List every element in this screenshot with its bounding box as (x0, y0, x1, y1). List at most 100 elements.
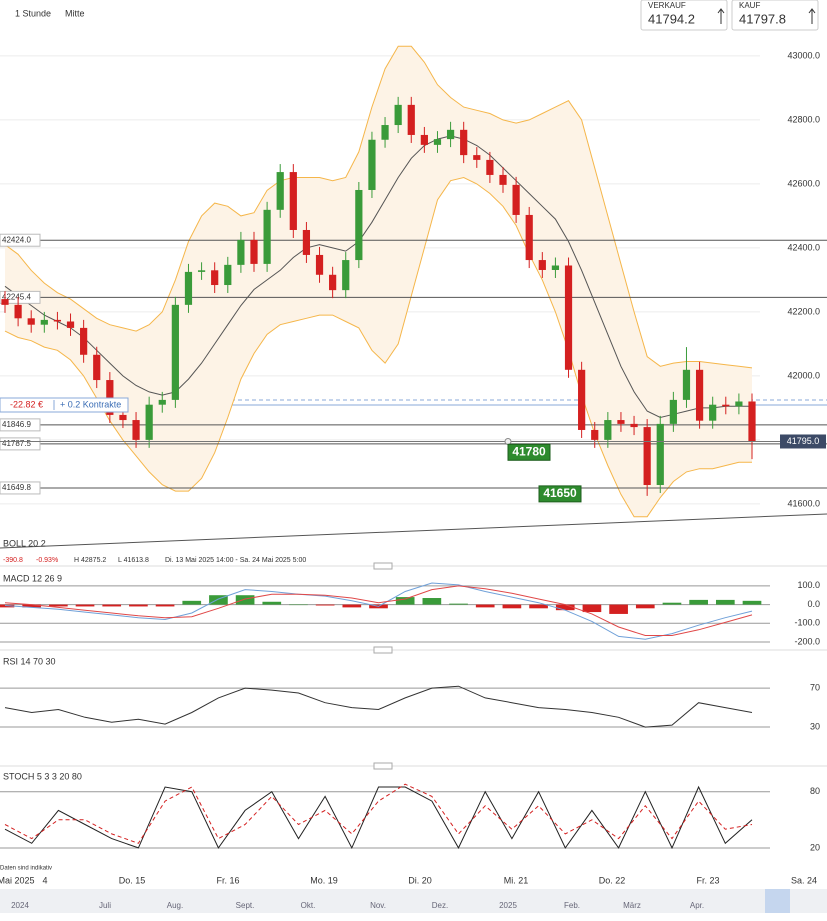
navigator[interactable] (0, 889, 827, 913)
x-tick-label: Fr. 16 (216, 875, 239, 885)
candle-body (119, 414, 127, 421)
histogram-bar (182, 600, 202, 605)
panel-handle[interactable] (373, 562, 393, 570)
candle-body (446, 129, 455, 140)
panel-handle[interactable] (373, 762, 393, 770)
candle-body (1, 299, 9, 305)
buy-price: 41797.8 (739, 11, 786, 26)
candle-body (578, 369, 586, 430)
candle-body (656, 423, 664, 486)
level-label-box (0, 481, 41, 495)
signal-line (4, 585, 753, 636)
order-handle (504, 437, 512, 445)
candle-body (132, 420, 140, 440)
candle-body (604, 420, 612, 440)
candle-body (315, 254, 324, 275)
navigator-label: Juli (99, 901, 111, 910)
y-tick-label: 41600.0 (787, 498, 820, 508)
candle-body (525, 214, 533, 261)
candle-body (420, 134, 428, 145)
price-marker-label: 41780 (512, 444, 546, 458)
histogram-bar (289, 604, 308, 606)
position-size: + 0.2 Kontrakte (60, 399, 121, 409)
candle-body (643, 427, 651, 486)
y-tick-label: 42000.0 (787, 370, 820, 380)
sell-box[interactable]: VERKAUF 41794.2 (640, 0, 728, 31)
candle-body (394, 104, 402, 126)
candle-body (682, 369, 691, 400)
buy-box-frame[interactable] (731, 0, 819, 31)
level-label: 41649.8 (2, 483, 31, 492)
sell-box-frame[interactable] (640, 0, 728, 31)
x-tick-label: Fr. 23 (696, 875, 719, 885)
candle-body (512, 184, 520, 215)
level-label: 42245.4 (2, 292, 31, 301)
histogram-bar (635, 604, 655, 609)
candle-body (538, 260, 546, 270)
y-tick-label: -100.0 (794, 618, 820, 628)
level-label-box (0, 418, 41, 432)
disclaimer: Daten sind indikativ (0, 866, 52, 872)
level-label-box (0, 290, 41, 304)
histogram-bar (235, 595, 255, 605)
stat: Di. 13 Mai 2025 14:00 - Sa. 24 Mai 2025 … (165, 557, 306, 564)
band-upper (4, 45, 753, 369)
price-marker-label: 41650 (543, 486, 577, 500)
y-tick-label: 42400.0 (787, 242, 820, 252)
navigator-label: März (623, 901, 641, 910)
histogram-bar (342, 604, 362, 608)
stat: -0.93% (36, 557, 58, 564)
level-label-box (0, 233, 41, 247)
x-tick-label: Mai 2025 (0, 875, 35, 885)
candle-body (66, 321, 75, 328)
candle-body (407, 104, 415, 135)
navigator-label: Nov. (370, 901, 386, 910)
price-mode[interactable]: Mitte (65, 8, 85, 18)
interval[interactable]: 1 Stunde (15, 8, 51, 18)
histogram-bar (102, 604, 122, 607)
candle-body (211, 270, 219, 286)
histogram-bar (155, 604, 175, 607)
navigator-label: 2024 (11, 901, 29, 910)
histogram-bar (555, 604, 575, 611)
panel-handle[interactable] (373, 646, 393, 654)
buy-box[interactable]: KAUF 41797.8 (731, 0, 819, 31)
level-label-box (0, 437, 41, 451)
candle-body (748, 401, 756, 442)
y-tick-label: 43000.0 (787, 50, 820, 60)
histogram-bar (689, 599, 708, 605)
candle-body (499, 174, 507, 185)
candle-body (368, 139, 376, 190)
candle-body (695, 369, 704, 421)
candle-body (433, 139, 442, 145)
x-tick-label: Mi. 21 (504, 875, 529, 885)
y-tick-label: 42200.0 (787, 306, 820, 316)
last-price-label: 41795.0 (787, 436, 820, 446)
candle-body (53, 319, 62, 322)
y-tick-label: 70 (810, 683, 820, 693)
candle-body (40, 319, 48, 325)
price-marker-box (507, 443, 551, 461)
histogram-bar (262, 601, 282, 605)
histogram-bar (129, 604, 148, 607)
histogram-bar (395, 597, 415, 605)
y-tick-label: 30 (810, 721, 820, 731)
candle-body (171, 304, 179, 400)
histogram-bar (742, 600, 762, 605)
indicator-line (4, 685, 753, 728)
navigator-label: Aug. (167, 901, 183, 910)
level-label: 41846.9 (2, 420, 31, 429)
navigator-label: Dez. (432, 901, 448, 910)
price-marker-box (538, 485, 582, 503)
navigator-window[interactable] (765, 889, 790, 913)
buy-label: KAUF (739, 1, 760, 10)
histogram-bar (475, 604, 495, 608)
candle-body (551, 265, 560, 270)
candle-body (709, 404, 717, 421)
histogram-bar (529, 604, 548, 609)
trend-line[interactable] (0, 513, 827, 549)
histogram-bar (609, 604, 628, 614)
stat: L 41613.8 (118, 557, 149, 564)
candle-body (93, 354, 101, 381)
